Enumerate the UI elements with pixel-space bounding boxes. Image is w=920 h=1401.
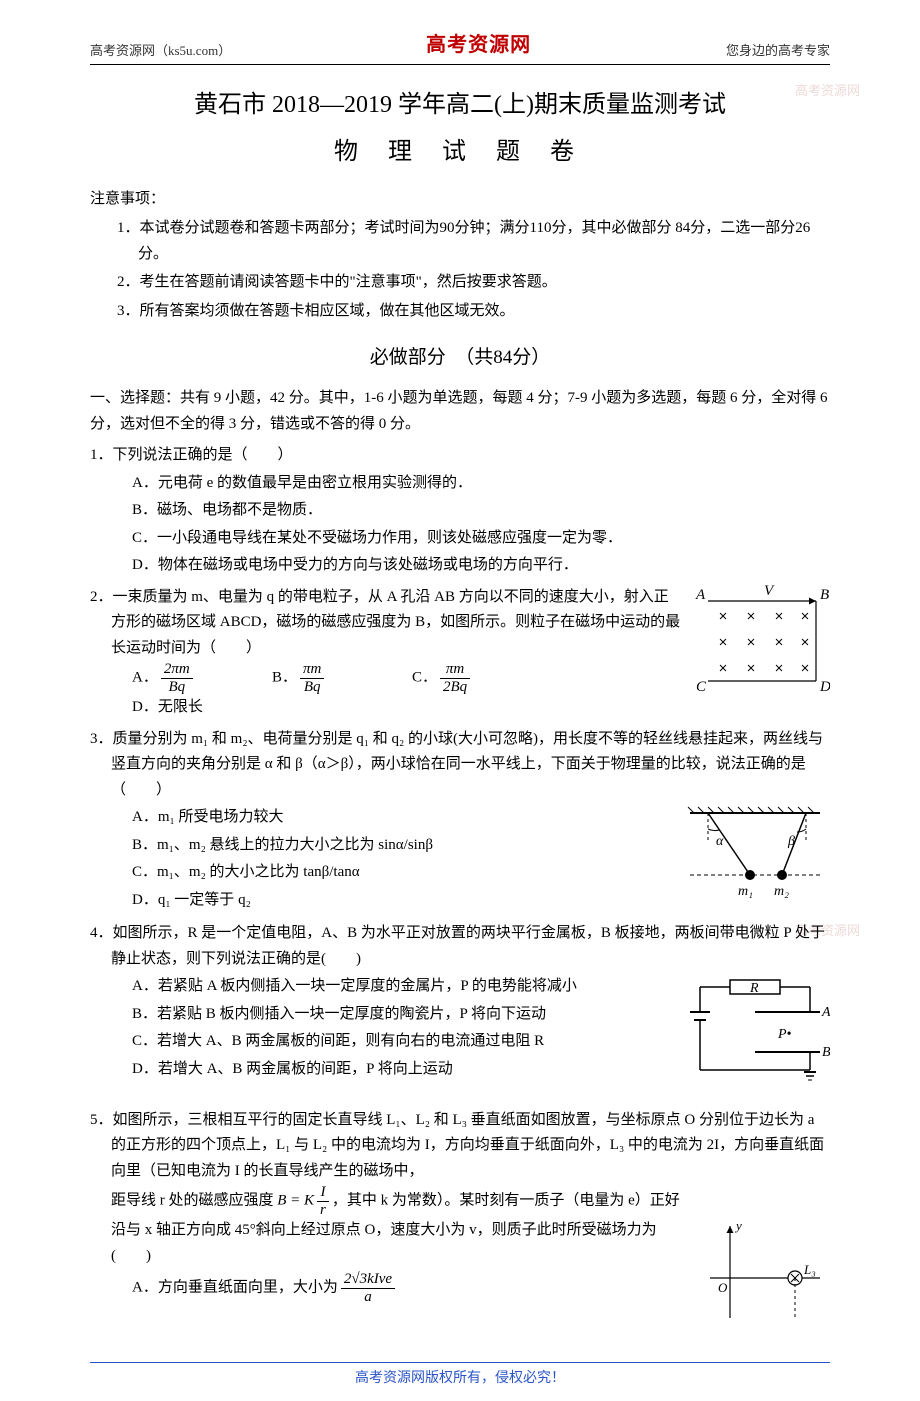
fig-label-a: A	[695, 587, 706, 603]
question-3: 3．质量分别为 m₁ 和 m₂、电荷量分别是 q₁ 和 q₂ 的小球(大小可忽略…	[90, 727, 830, 916]
q4-figure: R A P• B	[660, 972, 830, 1102]
q1-choice-b: B．磁场、电场都不是物质．	[132, 498, 830, 524]
fig-label-l3: L₃	[803, 1262, 816, 1277]
q4-stem: 4．如图所示，R 是一个定值电阻，A、B 为水平正对放置的两块平行金属板，B 板…	[90, 921, 830, 972]
notice-item: 1．本试卷分试题卷和答题卡两部分；考试时间为90分钟；满分110分，其中必做部分…	[117, 216, 830, 267]
q2-choice-d: D．无限长	[132, 695, 272, 721]
q3-figure: α β m₁ m₂	[680, 803, 830, 913]
header-right: 您身边的高考专家	[726, 40, 830, 62]
section-header: 必做部分 （共84分）	[90, 342, 830, 374]
exam-subtitle: 物 理 试 题 卷	[90, 132, 830, 173]
question-1: 1．下列说法正确的是（ ） A．元电荷 e 的数值最早是由密立根用实验测得的． …	[90, 443, 830, 579]
fig-label-p: P•	[777, 1027, 792, 1042]
q2-choice-a: A．2πmBq	[132, 661, 272, 695]
q2-figure: A V B C D	[690, 585, 830, 705]
fig-label-c: C	[696, 679, 707, 695]
fig-label-m2: m₂	[774, 884, 789, 899]
q5-stem-line2: 距导线 r 处的磁感应强度 B = KIr，其中 k 为常数）。某时刻有一质子（…	[90, 1184, 830, 1218]
exam-title: 黄石市 2018—2019 学年高二(上)期末质量监测考试	[90, 85, 830, 126]
fig-label-alpha: α	[716, 834, 724, 849]
q1-choice-d: D．物体在磁场或电场中受力的方向与该处磁场或电场的方向平行．	[132, 553, 830, 579]
notice-heading: 注意事项：	[90, 187, 830, 213]
fig-label-r: R	[749, 981, 759, 996]
fig-label-v: V	[764, 585, 775, 599]
question-4: 4．如图所示，R 是一个定值电阻，A、B 为水平正对放置的两块平行金属板，B 板…	[90, 921, 830, 1102]
fig-label-y: y	[734, 1218, 742, 1233]
q1-stem: 1．下列说法正确的是（ ）	[90, 443, 830, 469]
header-center-logo: 高考资源网	[426, 28, 531, 62]
q1-choice-a: A．元电荷 e 的数值最早是由密立根用实验测得的．	[132, 471, 830, 497]
fig-label-o: O	[718, 1280, 728, 1295]
q5-figure: y O L₃	[700, 1218, 830, 1338]
fig-label-m1: m₁	[738, 884, 753, 899]
q1-choice-c: C．一小段通电导线在某处不受磁场力作用，则该处磁感应强度一定为零．	[132, 526, 830, 552]
notice-item: 2．考生在答题前请阅读答题卡中的"注意事项"，然后按要求答题。	[117, 270, 830, 296]
q3-stem: 3．质量分别为 m₁ 和 m₂、电荷量分别是 q₁ 和 q₂ 的小球(大小可忽略…	[90, 727, 830, 804]
page-footer: 高考资源网版权所有，侵权必究！	[90, 1362, 830, 1391]
fig-label-d: D	[819, 679, 830, 695]
fig-label-a: A	[821, 1005, 830, 1020]
part1-instructions: 一、选择题：共有 9 小题，42 分。其中，1-6 小题为单选题，每题 4 分；…	[90, 386, 830, 437]
q2-choice-c: C．πm2Bq	[412, 661, 552, 695]
fig-label-beta: β	[787, 834, 795, 849]
q2-choice-b: B．πmBq	[272, 661, 412, 695]
page-header: 高考资源网（ks5u.com） 高考资源网 您身边的高考专家	[90, 28, 830, 65]
fig-label-b: B	[820, 587, 829, 603]
header-left: 高考资源网（ks5u.com）	[90, 40, 231, 62]
notice-item: 3．所有答案均须做在答题卡相应区域，做在其他区域无效。	[117, 299, 830, 325]
q5-stem-line1: 5．如图所示，三根相互平行的固定长直导线 L₁、L₂ 和 L₃ 垂直纸面如图放置…	[90, 1108, 830, 1185]
question-5: 5．如图所示，三根相互平行的固定长直导线 L₁、L₂ 和 L₃ 垂直纸面如图放置…	[90, 1108, 830, 1338]
question-2: A V B C D	[90, 585, 830, 721]
fig-label-b: B	[822, 1045, 830, 1060]
